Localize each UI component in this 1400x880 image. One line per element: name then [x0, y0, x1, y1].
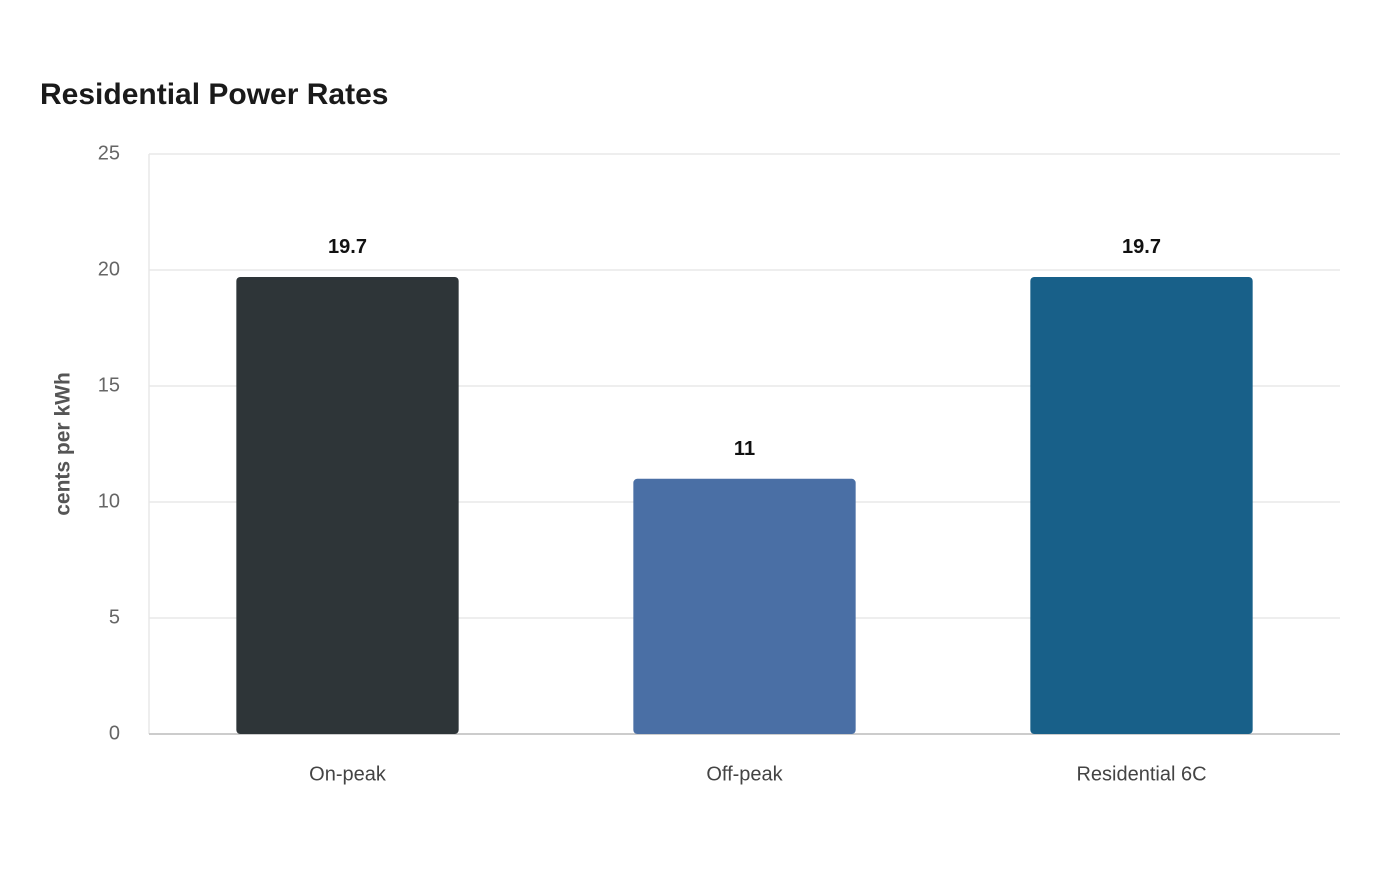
bar	[633, 478, 856, 734]
data-label: 11	[734, 438, 755, 460]
x-tick-label: Off-peak	[706, 763, 783, 785]
x-tick-label: Residential 6C	[1076, 763, 1206, 785]
bar	[236, 276, 459, 734]
y-axis-label: cents per kWh	[52, 372, 75, 516]
x-tick-label: On-peak	[309, 763, 387, 785]
y-tick-label: 25	[98, 142, 120, 164]
y-tick-label: 5	[109, 606, 120, 628]
y-tick-label: 20	[98, 258, 120, 280]
y-tick-label: 10	[98, 490, 120, 512]
chart-title: Residential Power Rates	[40, 78, 388, 111]
y-tick-label: 0	[109, 722, 120, 744]
y-tick-label: 15	[98, 374, 120, 396]
data-label: 19.7	[328, 236, 367, 258]
data-label: 19.7	[1122, 236, 1161, 258]
bar	[1030, 276, 1253, 734]
